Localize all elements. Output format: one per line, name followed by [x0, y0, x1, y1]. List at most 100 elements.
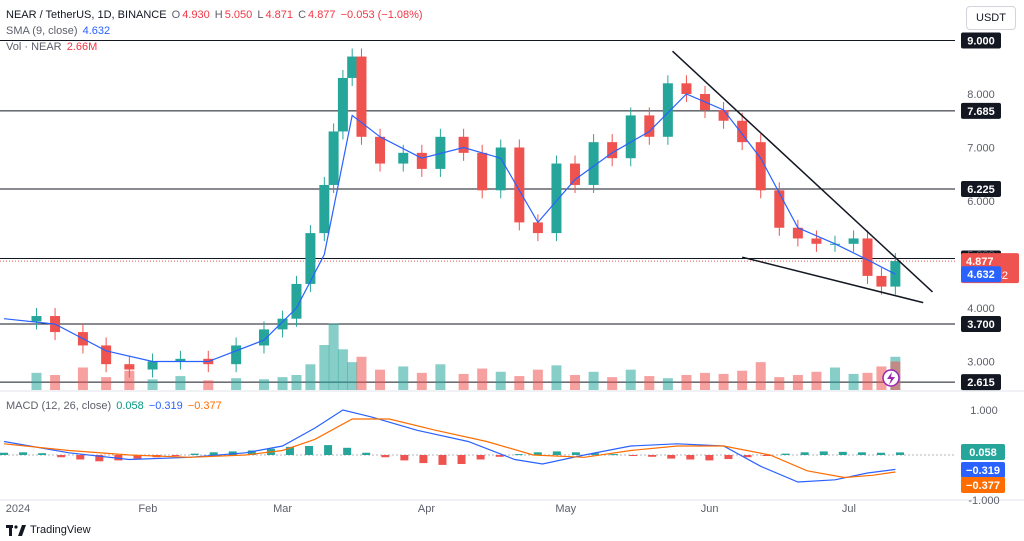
- candle-body: [570, 163, 581, 185]
- volume-bar: [101, 377, 112, 390]
- macd-hist-bar: [896, 452, 904, 455]
- macd-hist-bar: [400, 455, 409, 461]
- volume-bar: [291, 375, 302, 390]
- price-pane: [0, 40, 955, 383]
- candle-body: [101, 345, 112, 365]
- candle-body: [277, 318, 288, 330]
- macd-hist-bar: [133, 455, 142, 459]
- volume-bar: [495, 371, 506, 390]
- level-label-bg: [961, 180, 1001, 197]
- axes: 9.0007.6856.2254.9253.7002.6158.0007.000…: [0, 32, 1024, 515]
- macd-hist-bar: [19, 452, 28, 455]
- tradingview-brand[interactable]: TradingView: [6, 524, 91, 536]
- volume-bar: [551, 365, 562, 390]
- signal-value: −0.319: [148, 400, 183, 412]
- macd-hist-bar: [533, 452, 542, 455]
- macd-hist-bar: [438, 455, 447, 465]
- level-label-bg: [961, 102, 1001, 119]
- volume-bar: [718, 373, 729, 390]
- level-label-bg: [961, 374, 1001, 391]
- macd-hist-bar: [743, 455, 752, 458]
- price-tick-label: 6.000: [967, 196, 995, 208]
- candle-body: [477, 152, 488, 191]
- signal-line: [3, 418, 896, 479]
- volume-bar: [477, 368, 488, 390]
- macd-hist-bar: [648, 455, 657, 457]
- macd-tick-label: -1.000: [968, 495, 999, 507]
- candle-body: [876, 275, 887, 287]
- lightning-glyph: [887, 372, 895, 385]
- candle-body: [337, 77, 348, 132]
- level-label-bg: [961, 316, 1001, 333]
- volume-bar: [792, 375, 803, 390]
- volume-bar: [700, 372, 711, 390]
- volume-bar: [570, 375, 581, 390]
- volume-bar: [625, 369, 636, 390]
- candle-body: [625, 115, 636, 159]
- volume-bar: [375, 369, 386, 390]
- macd-hist-bar: [362, 452, 371, 455]
- macd-hist-bar: [209, 452, 218, 455]
- macd-hist-bar: [514, 454, 523, 456]
- macd-hist-bar: [76, 455, 85, 460]
- candle-body: [607, 142, 618, 159]
- macd-legend[interactable]: MACD (12, 26, close) 0.058 −0.319 −0.377: [6, 400, 224, 412]
- macd-hist-bar: [819, 451, 828, 455]
- currency-button[interactable]: USDT: [966, 6, 1016, 30]
- volume-label: Vol · NEAR: [6, 41, 62, 53]
- candle-body: [644, 115, 655, 137]
- level-label: 9.000: [967, 36, 995, 48]
- volume-bar: [532, 369, 543, 390]
- macd-hist-bar: [590, 453, 599, 455]
- trendline: [741, 256, 924, 304]
- price-tick-label: 3.000: [967, 357, 995, 369]
- volume-bar: [607, 377, 618, 390]
- volume-bar: [305, 364, 316, 390]
- candle-body: [124, 364, 135, 370]
- volume-bar: [681, 375, 692, 390]
- high-label: H: [214, 9, 223, 21]
- macd-hist-bar: [190, 453, 199, 455]
- time-tick-label: Mar: [273, 503, 292, 515]
- change-value: −0.053 (−1.08%): [340, 9, 423, 21]
- candle-body: [319, 184, 330, 234]
- volume-bar: [50, 375, 61, 390]
- volume-bar: [124, 370, 135, 390]
- macd-hist-bar: [95, 455, 104, 462]
- candle-body: [755, 142, 766, 191]
- sma-tag-label: 4.632: [967, 269, 995, 281]
- sma-label: SMA (9, close): [6, 25, 78, 37]
- level-label: 7.685: [967, 106, 995, 118]
- volume-bar: [416, 372, 427, 390]
- time-tick-label: 2024: [6, 503, 30, 515]
- symbol-label[interactable]: NEAR / TetherUS, 1D, BINANCE: [6, 9, 167, 21]
- open-value: 4.930: [182, 9, 210, 21]
- candle-body: [347, 56, 358, 78]
- macd-hist-bar: [800, 452, 809, 455]
- macd-hist-bar: [838, 451, 847, 455]
- volume-pane: [31, 323, 901, 390]
- close-label: C: [298, 9, 307, 21]
- candle-body: [737, 120, 748, 143]
- macd-tag-label: 0.058: [969, 447, 997, 459]
- volume-bar: [356, 356, 367, 390]
- time-tick-label: Jul: [842, 503, 856, 515]
- volume-legend[interactable]: Vol · NEAR 2.66M: [6, 41, 99, 53]
- macd-hist-bar: [876, 452, 885, 455]
- candle-body: [231, 345, 242, 365]
- volume-bar: [737, 370, 748, 390]
- volume-bar: [77, 367, 88, 390]
- macd-hist-bar: [457, 455, 466, 464]
- time-tick-label: Apr: [418, 503, 435, 515]
- candle-body: [681, 83, 692, 94]
- volume-bar: [147, 379, 158, 390]
- tradingview-label: TradingView: [30, 524, 91, 536]
- level-label: 3.700: [967, 319, 995, 331]
- macd-tag-bg: [961, 477, 1005, 493]
- sma-legend[interactable]: SMA (9, close) 4.632: [6, 25, 112, 37]
- volume-bar: [31, 372, 42, 390]
- sma-line: [3, 93, 896, 363]
- candle-body: [458, 136, 469, 153]
- volume-bar: [876, 366, 887, 390]
